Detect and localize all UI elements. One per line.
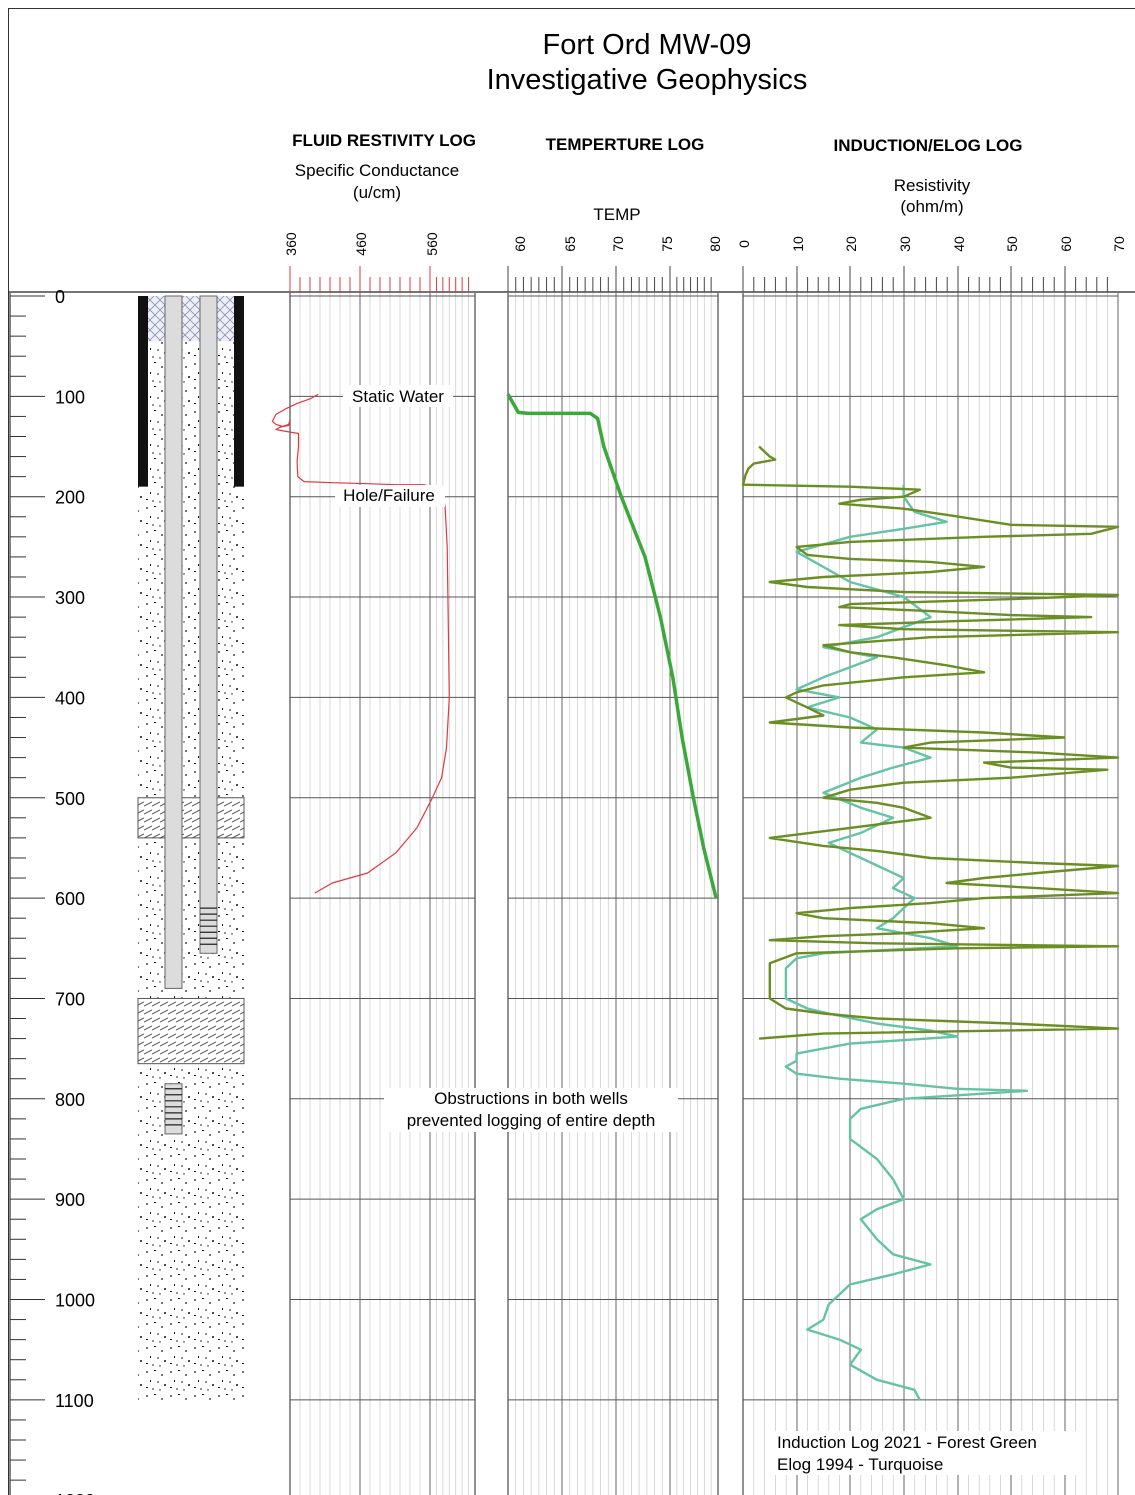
- legend-elog: Elog 1994 - Turquoise: [777, 1455, 943, 1474]
- temp-track-header: TEMPERTURE LOG: [546, 135, 705, 154]
- fluid-scale-tick-label: 460: [353, 232, 369, 256]
- temp-scale-tick-label: 70: [610, 236, 626, 252]
- induction-scale-tick-label: 40: [951, 236, 967, 252]
- induction-scale-tick-label: 10: [790, 236, 806, 252]
- depth-tick-label: 1100: [55, 1391, 94, 1411]
- obstruction-note-line1: Obstructions in both wells: [434, 1089, 628, 1108]
- fluid-scale-tick-label: 360: [283, 232, 299, 256]
- induction-scale-tick-label: 0: [736, 240, 752, 248]
- temp-scale-tick-label: 60: [512, 236, 528, 252]
- lithology-column: [137, 295, 245, 1400]
- depth-tick-label: 0: [55, 287, 65, 307]
- depth-axis: 0 100 200 300 400 500 600 700 800 900 1000 1100 1200: [9, 287, 95, 1495]
- obstruction-note-line2: prevented logging of entire depth: [407, 1111, 656, 1130]
- depth-tick-label: 700: [55, 989, 85, 1009]
- figure-subtitle: Investigative Geophysics: [487, 64, 808, 96]
- temp-scale-tick-label: 65: [562, 236, 578, 252]
- hole-failure-label-bg: [335, 485, 445, 507]
- fluid-conductance-curve: [271, 393, 450, 894]
- temp-scale-tick-label: 75: [659, 236, 675, 252]
- induction-2021-curve: [741, 445, 1120, 1040]
- depth-tick-label: 300: [55, 588, 85, 608]
- hole-failure-label: Hole/Failure: [343, 486, 435, 505]
- figure-title: Fort Ord MW-09: [543, 29, 752, 61]
- induction-param-label: Resistivity: [894, 176, 971, 195]
- obstruction-note-bg: [384, 1088, 678, 1132]
- surface-seal-right: [234, 296, 244, 487]
- temp-param-label: TEMP: [593, 205, 640, 224]
- temp-track-grid: 60 65 70 75 80: [507, 236, 723, 1495]
- depth-tick-label: 500: [55, 789, 85, 809]
- depth-tick-label: 600: [55, 889, 85, 909]
- casing-a-lower: [164, 1083, 183, 1135]
- temperature-curve: [506, 393, 718, 899]
- legend-bg: [774, 1431, 1084, 1475]
- surface-seal-left: [138, 296, 148, 487]
- depth-tick-label: 100: [55, 387, 85, 407]
- fluid-param-label: Specific Conductance: [295, 161, 459, 180]
- temp-scale-tick-label: 80: [707, 236, 723, 252]
- depth-tick-label: 1200: [55, 1491, 95, 1495]
- induction-scale-tick-label: 60: [1058, 236, 1074, 252]
- bentonite-seal-upper: [137, 797, 245, 839]
- grout-cap: [148, 296, 234, 342]
- depth-tick-label: 200: [55, 488, 85, 508]
- fluid-scale-tick-label: 560: [424, 232, 440, 256]
- casing-b: [199, 295, 218, 954]
- fluid-track-header: FLUID RESTIVITY LOG: [292, 131, 476, 150]
- induction-scale-tick-label: 50: [1004, 236, 1020, 252]
- depth-tick-label: 900: [55, 1190, 85, 1210]
- log-curves: [271, 393, 1120, 1401]
- figure-border: [8, 8, 1135, 1495]
- depth-tick-label: 800: [55, 1090, 85, 1110]
- fluid-unit-label: (u/cm): [353, 183, 401, 202]
- induction-track-grid: 0 10 20 30 40 50 60 70: [736, 236, 1127, 1495]
- bentonite-seal-lower: [137, 997, 245, 1065]
- induction-unit-label: (ohm/m): [900, 197, 963, 216]
- sand-fill: [138, 296, 244, 1400]
- induction-scale-tick-label: 30: [897, 236, 913, 252]
- legend-induction: Induction Log 2021 - Forest Green: [777, 1433, 1037, 1452]
- fluid-track-grid: 360 460 560: [283, 232, 476, 1495]
- casing-a: [164, 295, 183, 989]
- static-water-label-bg: [343, 385, 453, 407]
- induction-scale-tick-label: 20: [843, 236, 859, 252]
- induction-track-header: INDUCTION/ELOG LOG: [834, 136, 1023, 155]
- induction-scale-tick-label: 70: [1111, 236, 1127, 252]
- static-water-label: Static Water: [352, 387, 444, 406]
- depth-tick-label: 400: [55, 688, 85, 708]
- depth-tick-label: 1000: [55, 1291, 95, 1311]
